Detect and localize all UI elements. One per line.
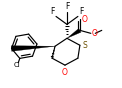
Polygon shape [67, 29, 81, 38]
Text: F: F [51, 7, 55, 16]
Text: O: O [81, 15, 87, 24]
Text: S: S [83, 41, 88, 50]
Text: F: F [65, 2, 69, 11]
Text: F: F [79, 7, 83, 16]
Text: Cl: Cl [14, 62, 21, 68]
Polygon shape [11, 46, 55, 51]
Text: O: O [92, 29, 98, 38]
Text: O: O [62, 68, 68, 77]
